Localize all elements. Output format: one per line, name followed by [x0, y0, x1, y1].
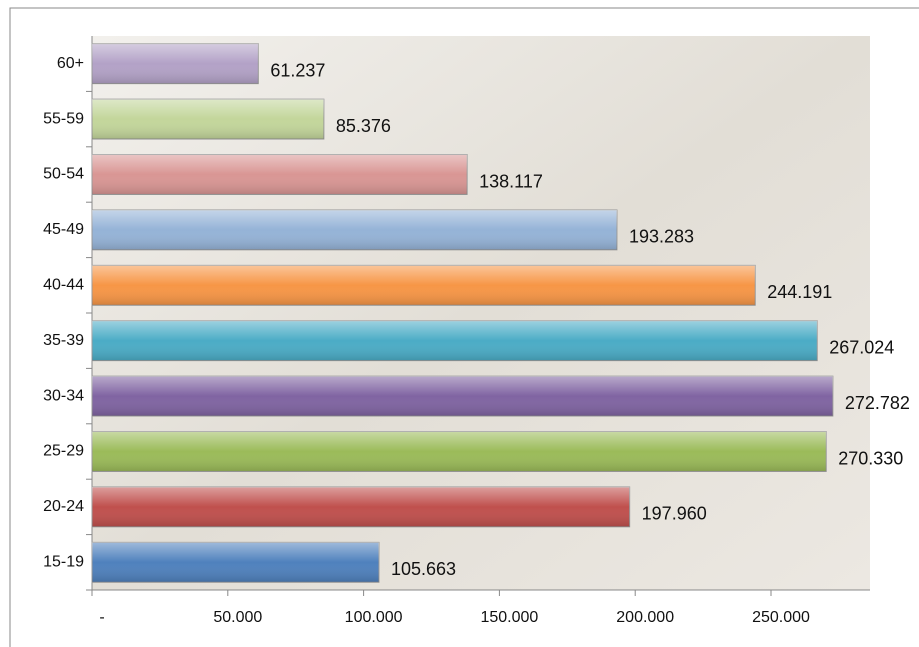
y-tick-label: 50-54 [43, 166, 84, 183]
y-tick-label: 45-49 [43, 221, 84, 238]
bar-shine [92, 43, 259, 84]
value-label: 197.960 [642, 504, 707, 524]
value-label: 270.330 [838, 448, 903, 468]
y-tick-label: 30-34 [43, 387, 84, 404]
bar-shine [92, 376, 833, 417]
frame [9, 7, 919, 647]
x-tick-label: 100.000 [345, 609, 403, 626]
x-tick-label: 200.000 [616, 609, 674, 626]
bar-shine [92, 320, 818, 361]
value-label: 193.283 [629, 227, 694, 247]
value-label: 138.117 [479, 171, 543, 191]
value-label: 85.376 [336, 116, 391, 136]
y-tick-label: 60+ [57, 55, 84, 72]
bar-shine [92, 486, 630, 527]
bar-shine [92, 209, 617, 250]
value-label: 272.782 [845, 393, 910, 413]
value-label: 105.663 [391, 559, 456, 579]
bar-shine [92, 542, 379, 583]
x-tick-label: 250.000 [752, 609, 810, 626]
y-tick-label: 40-44 [43, 277, 84, 294]
value-label: 267.024 [829, 337, 894, 357]
value-label: 61.237 [270, 60, 325, 80]
bar-shine [92, 265, 756, 306]
y-tick-label: 25-29 [43, 443, 84, 460]
bar-shine [92, 99, 324, 140]
x-tick-label: - [99, 609, 104, 626]
bar-shine [92, 431, 827, 472]
x-tick-label: 50.000 [213, 609, 262, 626]
value-label: 244.191 [767, 282, 832, 302]
bar-shine [92, 154, 468, 195]
y-tick-label: 55-59 [43, 110, 84, 127]
x-tick-label: 150.000 [480, 609, 538, 626]
y-tick-label: 20-24 [43, 498, 84, 515]
y-tick-label: 35-39 [43, 332, 84, 349]
y-tick-label: 15-19 [43, 554, 84, 571]
